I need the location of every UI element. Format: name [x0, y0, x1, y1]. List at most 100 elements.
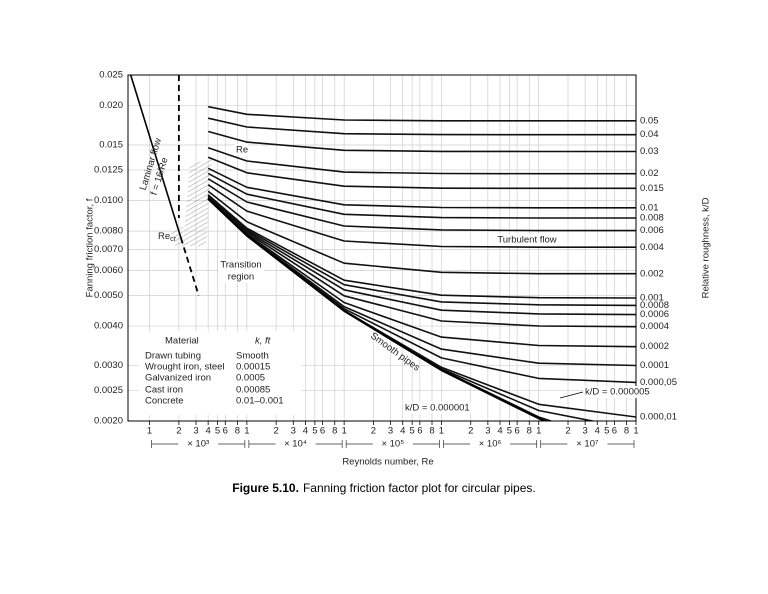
annotation-subscript: cr [170, 236, 177, 243]
x-tick-label: 3 [193, 426, 198, 437]
annotation: Transition [220, 260, 261, 271]
x-tick-label: 2 [565, 426, 570, 437]
y-tick-label: 0.0100 [94, 195, 123, 206]
series-label: 0.000,05 [640, 377, 677, 388]
y-tick-label: 0.0050 [94, 290, 123, 301]
x-tick-label: 3 [388, 426, 393, 437]
curve [207, 130, 636, 153]
x-tick-label: 1 [536, 426, 541, 437]
x-multiplier: × 10⁵ [381, 439, 404, 450]
x-tick-label: 3 [291, 426, 296, 437]
curve [207, 178, 636, 232]
y-tick-label: 0.0030 [94, 360, 123, 371]
series-label: 0.004 [640, 242, 664, 253]
x-tick-label: 1 [633, 426, 638, 437]
y-tick-label: 0.0025 [94, 385, 123, 396]
x-tick-label: 4 [206, 426, 211, 437]
curve [207, 198, 548, 421]
x-tick-label: 6 [223, 426, 228, 437]
annotation: Re [236, 145, 248, 156]
curve [208, 117, 636, 136]
table-header: k, ft [255, 336, 271, 347]
series-label: 0.0001 [640, 360, 669, 371]
caption-text: Fanning friction factor plot for circula… [303, 481, 536, 495]
series-label: 0.02 [640, 168, 659, 179]
curve [208, 105, 636, 122]
annotation: Recr [158, 231, 177, 243]
x-tick-label: 1 [147, 426, 152, 437]
x-tick-label: 6 [320, 426, 325, 437]
y-tick-label: 0.0080 [94, 226, 123, 237]
table-cell: 0.00085 [236, 385, 270, 396]
curve [207, 146, 636, 175]
x-tick-label: 8 [429, 426, 434, 437]
x-tick-label: 2 [274, 426, 279, 437]
leader-line [559, 391, 584, 399]
x-tick-label: 4 [400, 426, 405, 437]
series-label: 0.0004 [640, 321, 669, 332]
curves [129, 75, 636, 421]
y-tick-label: 0.0070 [94, 244, 123, 255]
curve [207, 156, 636, 190]
curve [207, 195, 636, 307]
annotation: region [228, 272, 254, 283]
x-tick-label: 8 [235, 426, 240, 437]
y-tick-label: 0.0040 [94, 321, 123, 332]
label-bg [234, 144, 248, 156]
series-label: 0.006 [640, 225, 664, 236]
x-multiplier: × 10⁷ [576, 439, 599, 450]
curve [207, 196, 636, 328]
y-axis-title: Fanning friction factor, f [85, 198, 96, 297]
curve [207, 167, 636, 209]
transition-hatch [183, 158, 212, 246]
table-cell: Concrete [145, 396, 184, 407]
table-cell: Smooth [236, 351, 269, 362]
curve [207, 172, 636, 219]
x-tick-label: 4 [595, 426, 600, 437]
series-label: 0.0002 [640, 341, 669, 352]
table-header: Material [165, 336, 199, 347]
x-tick-label: 1 [342, 426, 347, 437]
x-tick-label: 6 [514, 426, 519, 437]
x-tick-label: 5 [604, 426, 609, 437]
series-label: 0.015 [640, 183, 664, 194]
curve [207, 194, 636, 299]
series-label: 0.04 [640, 129, 659, 140]
x-tick-label: 8 [527, 426, 532, 437]
x-tick-label: 4 [497, 426, 502, 437]
table-cell: Drawn tubing [145, 351, 201, 362]
x-tick-label: 4 [303, 426, 308, 437]
table-cell: Galvanized iron [145, 373, 211, 384]
table-cell: Cast iron [145, 385, 183, 396]
x-tick-label: 5 [312, 426, 317, 437]
table-cell: Wrought iron, steel [145, 362, 225, 373]
y2-axis-title: Relative roughness, k/D [701, 197, 712, 298]
series-label: 0.0008 [640, 300, 669, 311]
series-label: 0.008 [640, 213, 664, 224]
x-multiplier: × 10⁴ [284, 439, 307, 450]
x-tick-label: 6 [417, 426, 422, 437]
series-label: 0.03 [640, 146, 659, 157]
y-tick-label: 0.025 [99, 70, 123, 81]
caption: Figure 5.10. Fanning friction factor plot… [232, 481, 535, 495]
curve [207, 184, 636, 248]
x-axis-title: Reynolds number, Re [342, 457, 433, 468]
x-tick-label: 2 [371, 426, 376, 437]
y-tick-label: 0.0060 [94, 265, 123, 276]
series-label: 0.0006 [640, 309, 669, 320]
y-tick-label: 0.015 [99, 139, 123, 150]
caption-label: Figure 5.10. [232, 481, 299, 495]
x-tick-label: 3 [582, 426, 587, 437]
material-table: Material k, ft Drawn tubing Smooth Wroug… [139, 331, 301, 415]
series-label: k/D = 0.000001 [405, 403, 470, 414]
x-tick-label: 5 [409, 426, 414, 437]
series-label: 0.05 [640, 115, 659, 126]
label-bg [218, 259, 264, 283]
x-multiplier: × 10³ [187, 439, 209, 450]
curve [180, 237, 200, 296]
x-tick-label: 3 [485, 426, 490, 437]
label-bg [583, 386, 652, 398]
series-label: 0.002 [640, 268, 664, 279]
x-tick-label: 8 [332, 426, 337, 437]
